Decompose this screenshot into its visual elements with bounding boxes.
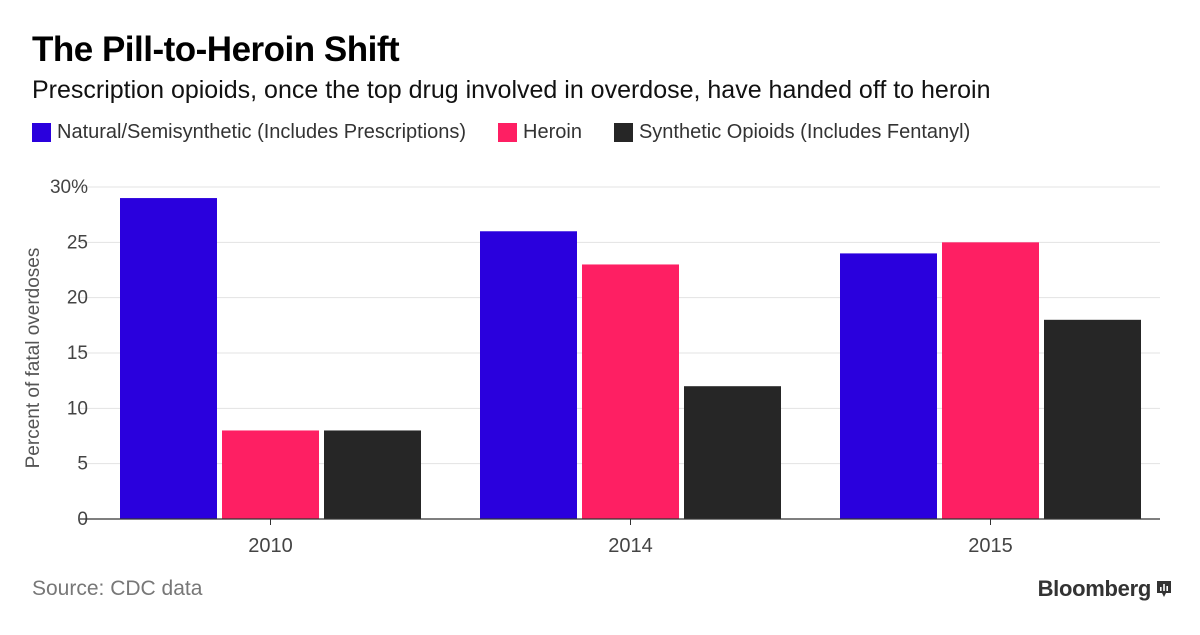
bar [120, 198, 217, 520]
y-tick-label: 10 [67, 398, 88, 419]
legend-swatch-natural [32, 123, 51, 142]
source-note: Source: CDC data [32, 577, 203, 600]
legend-swatch-heroin [498, 123, 518, 142]
brand-wordmark: Bloomberg [1037, 576, 1152, 601]
brand-logo: Bloomberg [1038, 576, 1172, 602]
legend-swatch-synthetic [613, 123, 633, 142]
bar [684, 386, 781, 519]
y-tick-label: 15 [67, 343, 88, 364]
legend-item-synthetic: Synthetic Opioids (Includes Fentanyl) [613, 121, 971, 144]
bar [1044, 319, 1141, 519]
y-tick-label: 5 [77, 454, 88, 475]
x-tick-label: 2010 [248, 535, 293, 557]
y-tick-label: 30% [50, 177, 88, 198]
x-tick-label: 2015 [968, 535, 1013, 557]
legend-label-natural: Natural/Semisynthetic (Includes Prescrip… [57, 121, 467, 143]
legend-item-natural: Natural/Semisynthetic (Includes Prescrip… [32, 121, 466, 144]
x-tick-label: 2014 [608, 535, 653, 557]
chart-subtitle: Prescription opioids, once the top drug … [32, 76, 991, 104]
bar [840, 253, 937, 519]
legend-item-heroin: Heroin [498, 121, 582, 144]
legend: Natural/Semisynthetic (Includes Prescrip… [32, 121, 970, 144]
y-axis-title: Percent of fatal overdoses [23, 248, 44, 469]
brand-chart-icon [1157, 581, 1171, 597]
bar [222, 430, 319, 519]
bar [942, 242, 1039, 520]
bar [480, 231, 577, 519]
legend-label-synthetic: Synthetic Opioids (Includes Fentanyl) [638, 121, 971, 143]
y-tick-label: 20 [67, 288, 88, 309]
legend-label-heroin: Heroin [523, 121, 582, 143]
bar [582, 264, 679, 519]
chart-title: The Pill-to-Heroin Shift [32, 30, 400, 69]
bar [324, 430, 421, 519]
y-tick-label: 25 [67, 232, 88, 253]
